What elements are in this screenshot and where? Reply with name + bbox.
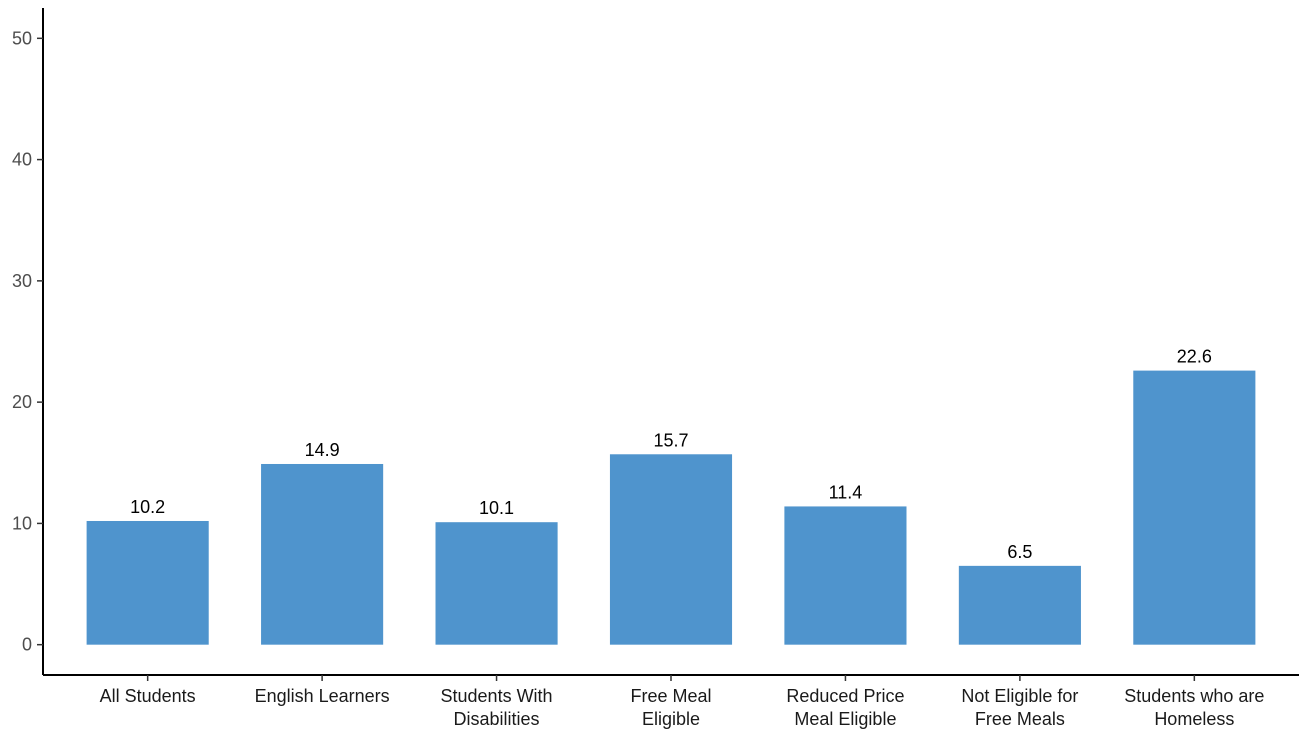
bar-value-label: 22.6 (1177, 347, 1212, 367)
y-axis: 0 10 20 30 40 50 (12, 8, 44, 675)
x-axis (43, 674, 1299, 681)
bar (261, 463, 384, 645)
value-labels: 10.2 14.9 10.1 15.7 11.4 6.5 22.6 (130, 347, 1212, 562)
x-category-label: Disabilities (454, 709, 540, 729)
x-category-label: Not Eligible for (961, 686, 1078, 706)
category-labels: All Students English Learners Students Wit… (100, 686, 1265, 729)
y-tick-label: 50 (12, 28, 32, 48)
bar-value-label: 15.7 (653, 430, 688, 450)
bar-value-label: 6.5 (1007, 542, 1032, 562)
bar (86, 520, 209, 645)
x-category-label: English Learners (255, 686, 390, 706)
x-category-label: Students who are (1124, 686, 1264, 706)
bar (1133, 370, 1256, 645)
y-tick-label: 40 (12, 150, 32, 170)
x-category-label: Students With (441, 686, 553, 706)
bar-value-label: 14.9 (305, 440, 340, 460)
bar (784, 506, 907, 645)
y-tick-label: 30 (12, 271, 32, 291)
bar-value-label: 10.1 (479, 498, 514, 518)
x-category-label: Meal Eligible (794, 709, 896, 729)
y-tick-label: 10 (12, 513, 32, 533)
bars (86, 370, 1256, 645)
bar (435, 522, 558, 645)
bar-value-label: 10.2 (130, 497, 165, 517)
bar (609, 454, 733, 645)
x-category-label: Reduced Price (786, 686, 904, 706)
y-tick-label: 20 (12, 392, 32, 412)
bar (958, 565, 1081, 645)
x-category-label: Free Meal (630, 686, 711, 706)
x-category-label: Eligible (642, 709, 700, 729)
y-tick-label: 0 (22, 635, 32, 655)
x-category-label: Homeless (1154, 709, 1234, 729)
x-category-label: All Students (100, 686, 196, 706)
bar-value-label: 11.4 (829, 482, 863, 502)
x-category-label: Free Meals (975, 709, 1065, 729)
